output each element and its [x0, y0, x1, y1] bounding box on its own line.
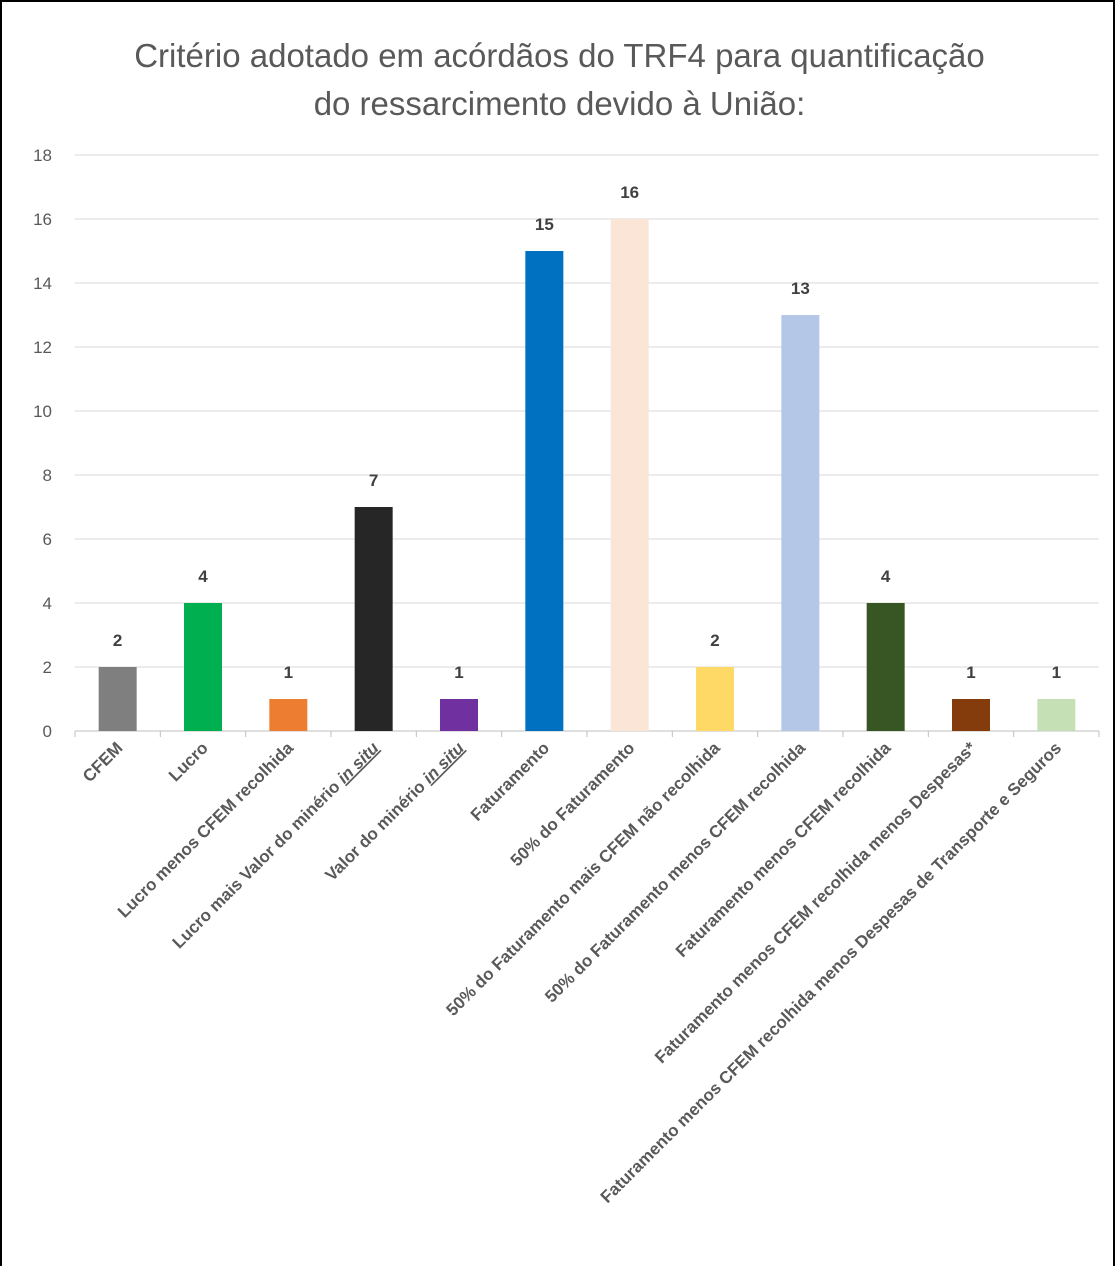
data-label: 4	[198, 567, 208, 586]
data-label: 1	[1052, 663, 1061, 682]
x-category-label: Lucro	[165, 738, 212, 785]
bar	[525, 251, 564, 731]
y-tick-label: 6	[43, 530, 52, 549]
bar	[440, 699, 478, 731]
data-label: 4	[881, 567, 891, 586]
data-label: 1	[284, 663, 293, 682]
category-label-part: Lucro mais Valor do minério	[169, 774, 347, 952]
y-tick-label: 18	[33, 146, 52, 165]
x-category-label: Lucro menos CFEM recolhida	[114, 738, 297, 921]
bar	[781, 315, 820, 731]
y-tick-label: 2	[43, 658, 52, 677]
category-label-italic-part: in situ	[419, 738, 468, 787]
bar	[866, 603, 905, 731]
x-category-label: Faturamento	[467, 738, 553, 824]
data-label: 7	[369, 471, 378, 490]
category-label-part: CFEM	[79, 738, 126, 785]
y-tick-label: 10	[33, 402, 52, 421]
y-tick-label: 8	[43, 466, 52, 485]
y-tick-label: 14	[33, 274, 52, 293]
chart-title-line-2: do ressarcimento devido à União:	[313, 85, 806, 122]
data-label: 16	[620, 183, 639, 202]
category-label-part: Lucro	[165, 738, 212, 785]
bar	[98, 667, 137, 731]
category-label-part: Lucro menos CFEM recolhida	[114, 738, 297, 921]
data-label: 15	[535, 215, 554, 234]
bar	[696, 667, 734, 731]
category-label-part: Faturamento	[467, 738, 553, 824]
y-tick-label: 16	[33, 210, 52, 229]
bar	[1037, 699, 1076, 731]
data-label: 1	[454, 663, 463, 682]
bar	[354, 507, 393, 731]
bar	[184, 603, 222, 731]
bar	[952, 699, 990, 731]
x-category-label: CFEM	[79, 738, 126, 785]
y-tick-label: 0	[43, 722, 52, 741]
bar	[610, 219, 649, 731]
bar	[269, 699, 308, 731]
chart-title: Critério adotado em acórdãos do TRF4 par…	[2, 32, 1115, 128]
category-label-italic-part: in situ	[334, 738, 383, 787]
data-label: 13	[791, 279, 810, 298]
y-tick-label: 12	[33, 338, 52, 357]
x-category-label: Faturamento menos CFEM recolhida menos D…	[651, 738, 980, 1067]
x-category-label: Valor do minério in situ	[321, 738, 468, 885]
data-label: 2	[710, 631, 719, 650]
data-label: 1	[966, 663, 975, 682]
chart-title-line-1: Critério adotado em acórdãos do TRF4 par…	[134, 37, 985, 74]
data-label: 2	[113, 631, 122, 650]
category-label-part: Faturamento menos CFEM recolhida menos D…	[651, 738, 980, 1067]
y-tick-label: 4	[43, 594, 52, 613]
